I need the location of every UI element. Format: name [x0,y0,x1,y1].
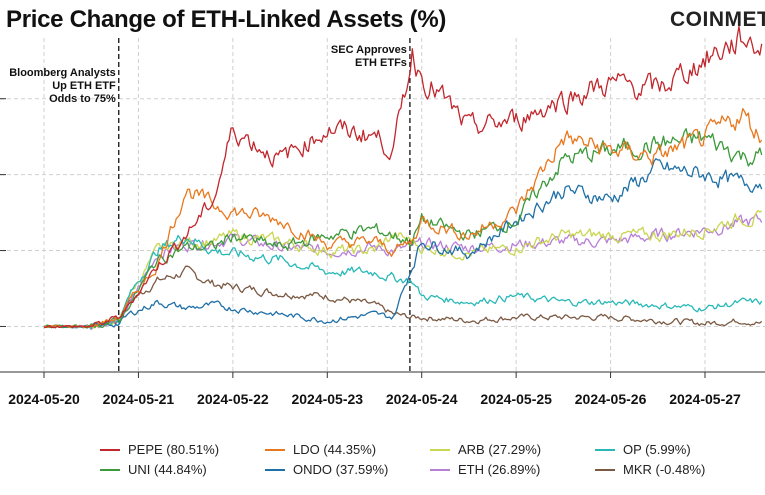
legend-item-mkr: MKR (-0.48%) [595,462,705,477]
legend-item-ondo: ONDO (37.59%) [265,462,388,477]
legend-swatch [595,468,615,471]
event-annotation: Bloomberg Analysts [9,67,116,79]
event-annotation: Odds to 75% [49,93,116,105]
legend-swatch [595,448,615,451]
page-title: Price Change of ETH-Linked Assets (%) [6,6,447,33]
event-annotation: ETH ETFs [355,57,407,69]
legend-item-op: OP (5.99%) [595,442,691,457]
legend-label: ARB (27.29%) [458,442,542,457]
x-tick-label: 2024-05-20 [8,391,80,407]
legend-label: MKR (-0.48%) [623,462,706,477]
series-line-ondo [43,158,763,329]
legend-label: PEPE (80.51%) [128,442,220,457]
series-line-eth [43,213,763,331]
event-annotation: SEC Approves [331,44,407,56]
legend-item-arb: ARB (27.29%) [430,442,541,457]
series-line-uni [43,128,763,329]
x-tick-label: 2024-05-22 [197,391,269,407]
x-tick-label: 2024-05-26 [575,391,647,407]
event-annotation: Up ETH ETF [52,80,116,92]
series-line-op [43,234,763,330]
legend-swatch [100,448,120,451]
legend-swatch [430,468,450,471]
legend-label: ONDO (37.59%) [293,462,389,477]
series-line-mkr [43,265,763,329]
x-tick-label: 2024-05-23 [291,391,363,407]
legend-swatch [430,448,450,451]
legend-swatch [265,468,285,471]
series-line-pepe [43,25,763,329]
legend-item-eth: ETH (26.89%) [430,462,540,477]
series-line-arb [43,209,763,329]
legend: PEPE (80.51%) LDO (44.35%) ARB (27.29%) OP … [100,442,765,482]
x-tick-label: 2024-05-24 [386,391,458,407]
x-tick-label: 2024-05-21 [103,391,175,407]
legend-item-uni: UNI (44.84%) [100,462,207,477]
series-line-ldo [43,107,763,329]
legend-label: ETH (26.89%) [458,462,541,477]
legend-swatch [265,448,285,451]
legend-item-ldo: LDO (44.35%) [265,442,376,457]
legend-label: OP (5.99%) [623,442,691,457]
x-tick-label: 2024-05-27 [669,391,741,407]
legend-item-pepe: PEPE (80.51%) [100,442,219,457]
x-tick-label: 2024-05-25 [480,391,552,407]
legend-label: LDO (44.35%) [293,442,377,457]
legend-swatch [100,468,120,471]
brand-logo: COINMETRICS [670,8,765,31]
legend-label: UNI (44.84%) [128,462,207,477]
